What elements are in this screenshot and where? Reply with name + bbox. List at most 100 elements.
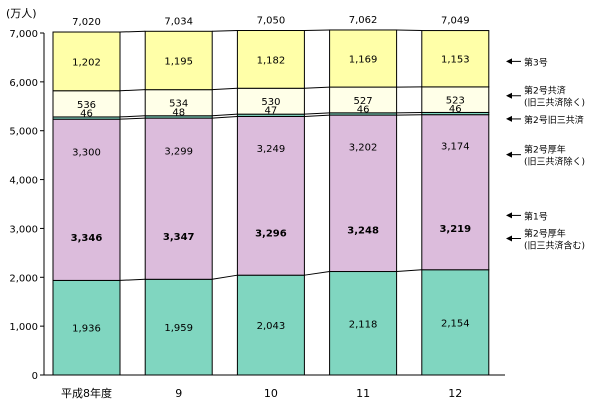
y-tick-label: 6,000 bbox=[9, 78, 38, 89]
connector-line bbox=[304, 271, 330, 276]
series-3-value-label: 46 bbox=[449, 104, 462, 115]
x-tick-label: 10 bbox=[264, 387, 278, 400]
bracket-total-value-label: 3,347 bbox=[163, 232, 195, 243]
series-2-value-label: 3,202 bbox=[349, 142, 378, 153]
connector-line bbox=[304, 86, 330, 89]
bar-total-label: 7,020 bbox=[72, 17, 101, 28]
legend-arrow-head bbox=[506, 92, 512, 99]
bar-segment-5-cat-3 bbox=[236, 30, 305, 89]
series-1-value-label: 1,959 bbox=[164, 323, 193, 334]
bar-segment-2-cat-2 bbox=[144, 117, 213, 280]
legend-label: 第2号共済 bbox=[524, 85, 566, 97]
connector-lines-group bbox=[119, 29, 422, 281]
series-2-value-label: 3,174 bbox=[441, 142, 470, 153]
legend-label: 第2号厚年 bbox=[524, 227, 566, 239]
bar-segment-4-cat-2 bbox=[144, 89, 213, 117]
series-5-value-label: 1,153 bbox=[441, 55, 470, 66]
series-5-value-label: 1,202 bbox=[72, 57, 101, 68]
bracket-total-value-label: 3,248 bbox=[347, 225, 379, 236]
series-3-value-label: 47 bbox=[265, 106, 278, 117]
legend-arrow-head bbox=[506, 212, 512, 219]
series-2-value-label: 3,300 bbox=[72, 147, 101, 158]
bar-total-label: 7,050 bbox=[257, 16, 286, 27]
bar-segment-2-cat-5 bbox=[421, 114, 490, 271]
series-4-value-label: 536 bbox=[77, 100, 96, 111]
connector-line bbox=[396, 29, 422, 32]
legend-label: (旧三共済除く) bbox=[524, 97, 585, 109]
series-4-value-label: 530 bbox=[261, 97, 280, 108]
legend-label: 第3号 bbox=[524, 56, 548, 68]
legend-arrow-head bbox=[506, 235, 512, 242]
x-tick-label: 12 bbox=[448, 387, 462, 400]
series-3-value-label: 48 bbox=[172, 107, 185, 118]
bar-segment-5-cat-4 bbox=[329, 29, 398, 88]
bar-segment-1-cat-1 bbox=[52, 279, 121, 376]
bar-segment-5-cat-1 bbox=[52, 31, 121, 92]
y-tick-label: 3,000 bbox=[9, 224, 38, 235]
series-5-value-label: 1,169 bbox=[349, 55, 378, 66]
connector-line bbox=[212, 30, 238, 32]
series-1-value-label: 2,154 bbox=[441, 318, 470, 329]
bar-segment-5-cat-5 bbox=[421, 30, 490, 88]
bar-segment-1-cat-3 bbox=[236, 274, 305, 376]
series-2-value-label: 3,299 bbox=[164, 146, 193, 157]
bracket-total-value-label: 3,346 bbox=[71, 233, 103, 244]
legend-label: 第1号 bbox=[524, 210, 548, 222]
value-labels-group: 1,9363,300465361,2023,3467,0201,9593,299… bbox=[71, 15, 471, 335]
x-tick-label: 平成8年度 bbox=[61, 386, 112, 400]
bar-segment-2-cat-4 bbox=[329, 114, 398, 273]
series-4-value-label: 523 bbox=[446, 96, 465, 107]
connector-line bbox=[304, 112, 330, 115]
bar-segment-4-cat-5 bbox=[421, 86, 490, 113]
legend-label: 第2号厚年 bbox=[524, 144, 566, 156]
y-tick-label: 1,000 bbox=[9, 322, 38, 333]
series-3-value-label: 46 bbox=[80, 108, 93, 119]
legend-arrow-head bbox=[506, 151, 512, 158]
connector-line bbox=[212, 113, 238, 117]
y-tick-label: 2,000 bbox=[9, 273, 38, 284]
connector-line bbox=[119, 30, 146, 33]
bars-group bbox=[52, 29, 490, 376]
series-2-value-label: 3,249 bbox=[257, 144, 286, 155]
series-5-value-label: 1,195 bbox=[164, 56, 193, 67]
bar-segment-2-cat-3 bbox=[236, 115, 305, 276]
connector-line bbox=[212, 115, 238, 119]
legend-label: (旧三共済含む) bbox=[524, 239, 585, 251]
y-tick-label: 5,000 bbox=[9, 127, 38, 138]
legend-group: 第3号第2号共済(旧三共済除く)第2号旧三共済第2号厚年(旧三共済除く)第2号厚… bbox=[506, 56, 585, 251]
legend-arrow-head bbox=[506, 58, 512, 65]
bar-segment-1-cat-5 bbox=[421, 269, 490, 376]
connector-line bbox=[396, 269, 422, 273]
series-4-value-label: 527 bbox=[354, 96, 373, 107]
connector-line bbox=[304, 29, 330, 32]
x-tick-label: 9 bbox=[175, 387, 182, 400]
y-tick-label: 4,000 bbox=[9, 176, 38, 187]
connector-line bbox=[212, 274, 238, 280]
bar-total-label: 7,049 bbox=[441, 16, 470, 27]
bracket-total-value-label: 3,219 bbox=[439, 224, 471, 235]
y-tick-label: 0 bbox=[32, 371, 38, 382]
connector-line bbox=[119, 117, 146, 120]
connector-line bbox=[212, 87, 238, 91]
bracket-total-value-label: 3,296 bbox=[255, 228, 287, 239]
legend-arrow-head bbox=[506, 115, 512, 122]
bar-total-label: 7,062 bbox=[349, 15, 378, 26]
bar-segment-1-cat-4 bbox=[329, 271, 398, 376]
y-axis-unit-label: (万人) bbox=[6, 7, 37, 20]
series-1-value-label: 1,936 bbox=[72, 324, 101, 335]
legend-label: (旧三共済除く) bbox=[524, 156, 585, 168]
bar-segment-4-cat-1 bbox=[52, 90, 121, 118]
bar-total-label: 7,034 bbox=[164, 16, 193, 27]
connector-line bbox=[304, 114, 330, 117]
connector-line bbox=[119, 115, 146, 118]
axes-group: 0 1,000 2,000 3,000 4,000 5,000 6,000 7,000 平成8年… bbox=[9, 29, 505, 400]
bar-segment-5-cat-2 bbox=[144, 30, 213, 91]
connector-line bbox=[119, 89, 146, 92]
series-1-value-label: 2,118 bbox=[349, 319, 378, 330]
connector-line bbox=[119, 278, 146, 281]
series-4-value-label: 534 bbox=[169, 99, 188, 110]
y-tick-label: 7,000 bbox=[9, 29, 38, 40]
bar-segment-2-cat-1 bbox=[52, 118, 121, 281]
series-3-value-label: 46 bbox=[357, 104, 370, 115]
